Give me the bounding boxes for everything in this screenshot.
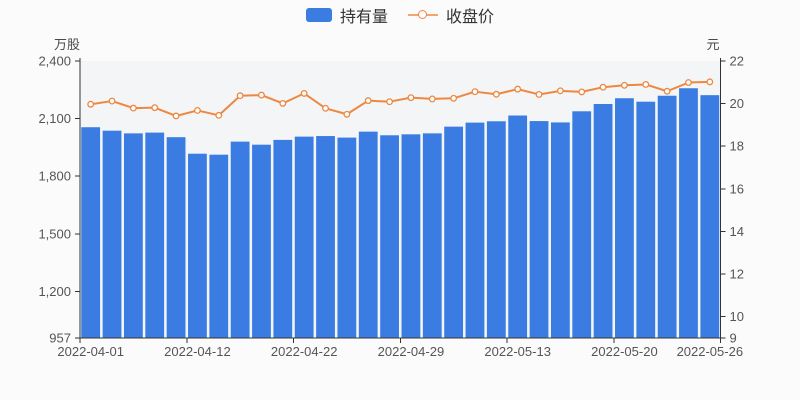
right-axis-tick-label: 9 [730, 331, 737, 346]
close-price-line [90, 80, 710, 117]
holdings-bar[interactable] [550, 122, 570, 338]
x-axis-date-label: 2022-04-29 [378, 344, 445, 359]
right-axis-tick-label: 16 [730, 181, 744, 196]
x-axis-date-label: 2022-05-20 [591, 344, 658, 359]
plot-area [80, 61, 721, 338]
holdings-bar[interactable] [273, 139, 293, 338]
holdings-bar[interactable] [636, 101, 656, 338]
marker-ring [418, 10, 427, 19]
holdings-bar[interactable] [188, 153, 207, 338]
legend-item-close-price[interactable]: 收盘价 [408, 3, 494, 27]
close-price-point[interactable] [556, 87, 564, 95]
holdings-bar[interactable] [209, 154, 229, 338]
left-axis-unit-label: 万股 [53, 37, 80, 52]
holdings-bar[interactable] [615, 98, 634, 338]
close-price-point[interactable] [599, 83, 607, 91]
holdings-bar[interactable] [657, 95, 677, 339]
holdings-bar[interactable] [700, 95, 720, 338]
left-axis-tick-label: 2,100 [38, 111, 71, 126]
legend-close-price-label: 收盘价 [446, 9, 495, 26]
holdings-bar[interactable] [572, 111, 592, 339]
holdings-bar[interactable] [465, 122, 485, 339]
holdings-bar[interactable] [102, 130, 122, 338]
right-axis-tick-label: 12 [730, 267, 744, 282]
legend-holdings-label: 持有量 [339, 9, 388, 26]
close-price-point[interactable] [364, 97, 372, 105]
close-price-point[interactable] [685, 79, 692, 86]
holdings-bar[interactable] [486, 121, 506, 338]
close-price-point[interactable] [322, 104, 329, 112]
holdings-bar[interactable] [252, 144, 271, 338]
close-price-point[interactable] [407, 94, 415, 102]
holdings-bar[interactable] [508, 115, 528, 339]
close-price-point[interactable] [87, 100, 95, 108]
close-price-point[interactable] [535, 91, 543, 98]
x-axis-date-label: 2022-05-26 [677, 344, 744, 359]
holdings-bar[interactable] [145, 132, 165, 338]
close-price-point[interactable] [471, 88, 479, 96]
holdings-bar[interactable] [358, 131, 378, 338]
close-price-point[interactable] [193, 106, 201, 114]
holdings-bar[interactable] [337, 137, 357, 338]
holdings-bar[interactable] [123, 133, 143, 338]
holdings-bar[interactable] [166, 137, 186, 338]
close-price-point[interactable] [215, 111, 223, 119]
holdings-bar[interactable] [230, 141, 250, 338]
holdings-bar[interactable] [380, 135, 399, 338]
legend-item-holdings[interactable]: 持有量 [305, 3, 388, 27]
close-price-point[interactable] [151, 104, 159, 112]
holdings-bar[interactable] [294, 136, 314, 338]
close-price-point[interactable] [279, 99, 287, 107]
close-price-point[interactable] [343, 110, 351, 118]
right-axis-tick-label: 10 [730, 309, 744, 324]
holdings-bar[interactable] [593, 103, 613, 339]
close-price-point[interactable] [450, 94, 458, 102]
close-price-point[interactable] [386, 98, 394, 106]
left-axis-tick-label: 1,200 [38, 284, 71, 299]
close-price-point[interactable] [428, 95, 436, 103]
holdings-bar[interactable] [444, 126, 464, 338]
x-axis-date-label: 2022-05-13 [484, 344, 551, 359]
close-price-point[interactable] [236, 92, 244, 100]
left-axis-tick-label: 957 [49, 331, 71, 346]
close-price-point[interactable] [492, 90, 500, 98]
holdings-bar[interactable] [401, 134, 421, 338]
close-price-point[interactable] [129, 104, 137, 112]
left-axis-tick-label: 2,400 [38, 54, 71, 69]
close-price-point[interactable] [514, 85, 522, 93]
holdings-bar[interactable] [529, 121, 549, 338]
holdings-bar-swatch-icon [305, 8, 332, 22]
holdings-bar[interactable] [316, 136, 335, 338]
left-axis-tick-label: 1,500 [38, 226, 71, 241]
x-axis-date-label: 2022-04-12 [164, 344, 231, 359]
left-axis-tick-label: 1,800 [38, 169, 71, 184]
close-price-point[interactable] [642, 80, 650, 88]
holdings-bar[interactable] [81, 127, 101, 338]
legend: 持有量 收盘价 [0, 4, 800, 26]
x-axis-date-label: 2022-04-22 [271, 344, 338, 359]
close-price-point[interactable] [578, 88, 586, 96]
close-price-point[interactable] [620, 81, 628, 89]
close-price-point[interactable] [706, 78, 714, 86]
close-price-point[interactable] [108, 97, 116, 105]
close-price-point[interactable] [300, 89, 308, 97]
right-axis-tick-label: 18 [730, 139, 744, 154]
close-price-line-marker-icon [408, 8, 438, 22]
close-price-point[interactable] [663, 87, 671, 95]
right-axis-unit-label: 元 [706, 37, 720, 52]
x-axis-date-label: 2022-04-01 [57, 344, 124, 359]
holdings-bar[interactable] [422, 133, 442, 338]
right-axis-tick-label: 14 [730, 224, 744, 239]
close-price-point[interactable] [172, 112, 180, 120]
right-axis-tick-label: 22 [730, 54, 744, 69]
close-price-point[interactable] [258, 91, 265, 99]
holdings-bar[interactable] [679, 88, 698, 339]
right-axis-tick-label: 20 [730, 96, 744, 111]
